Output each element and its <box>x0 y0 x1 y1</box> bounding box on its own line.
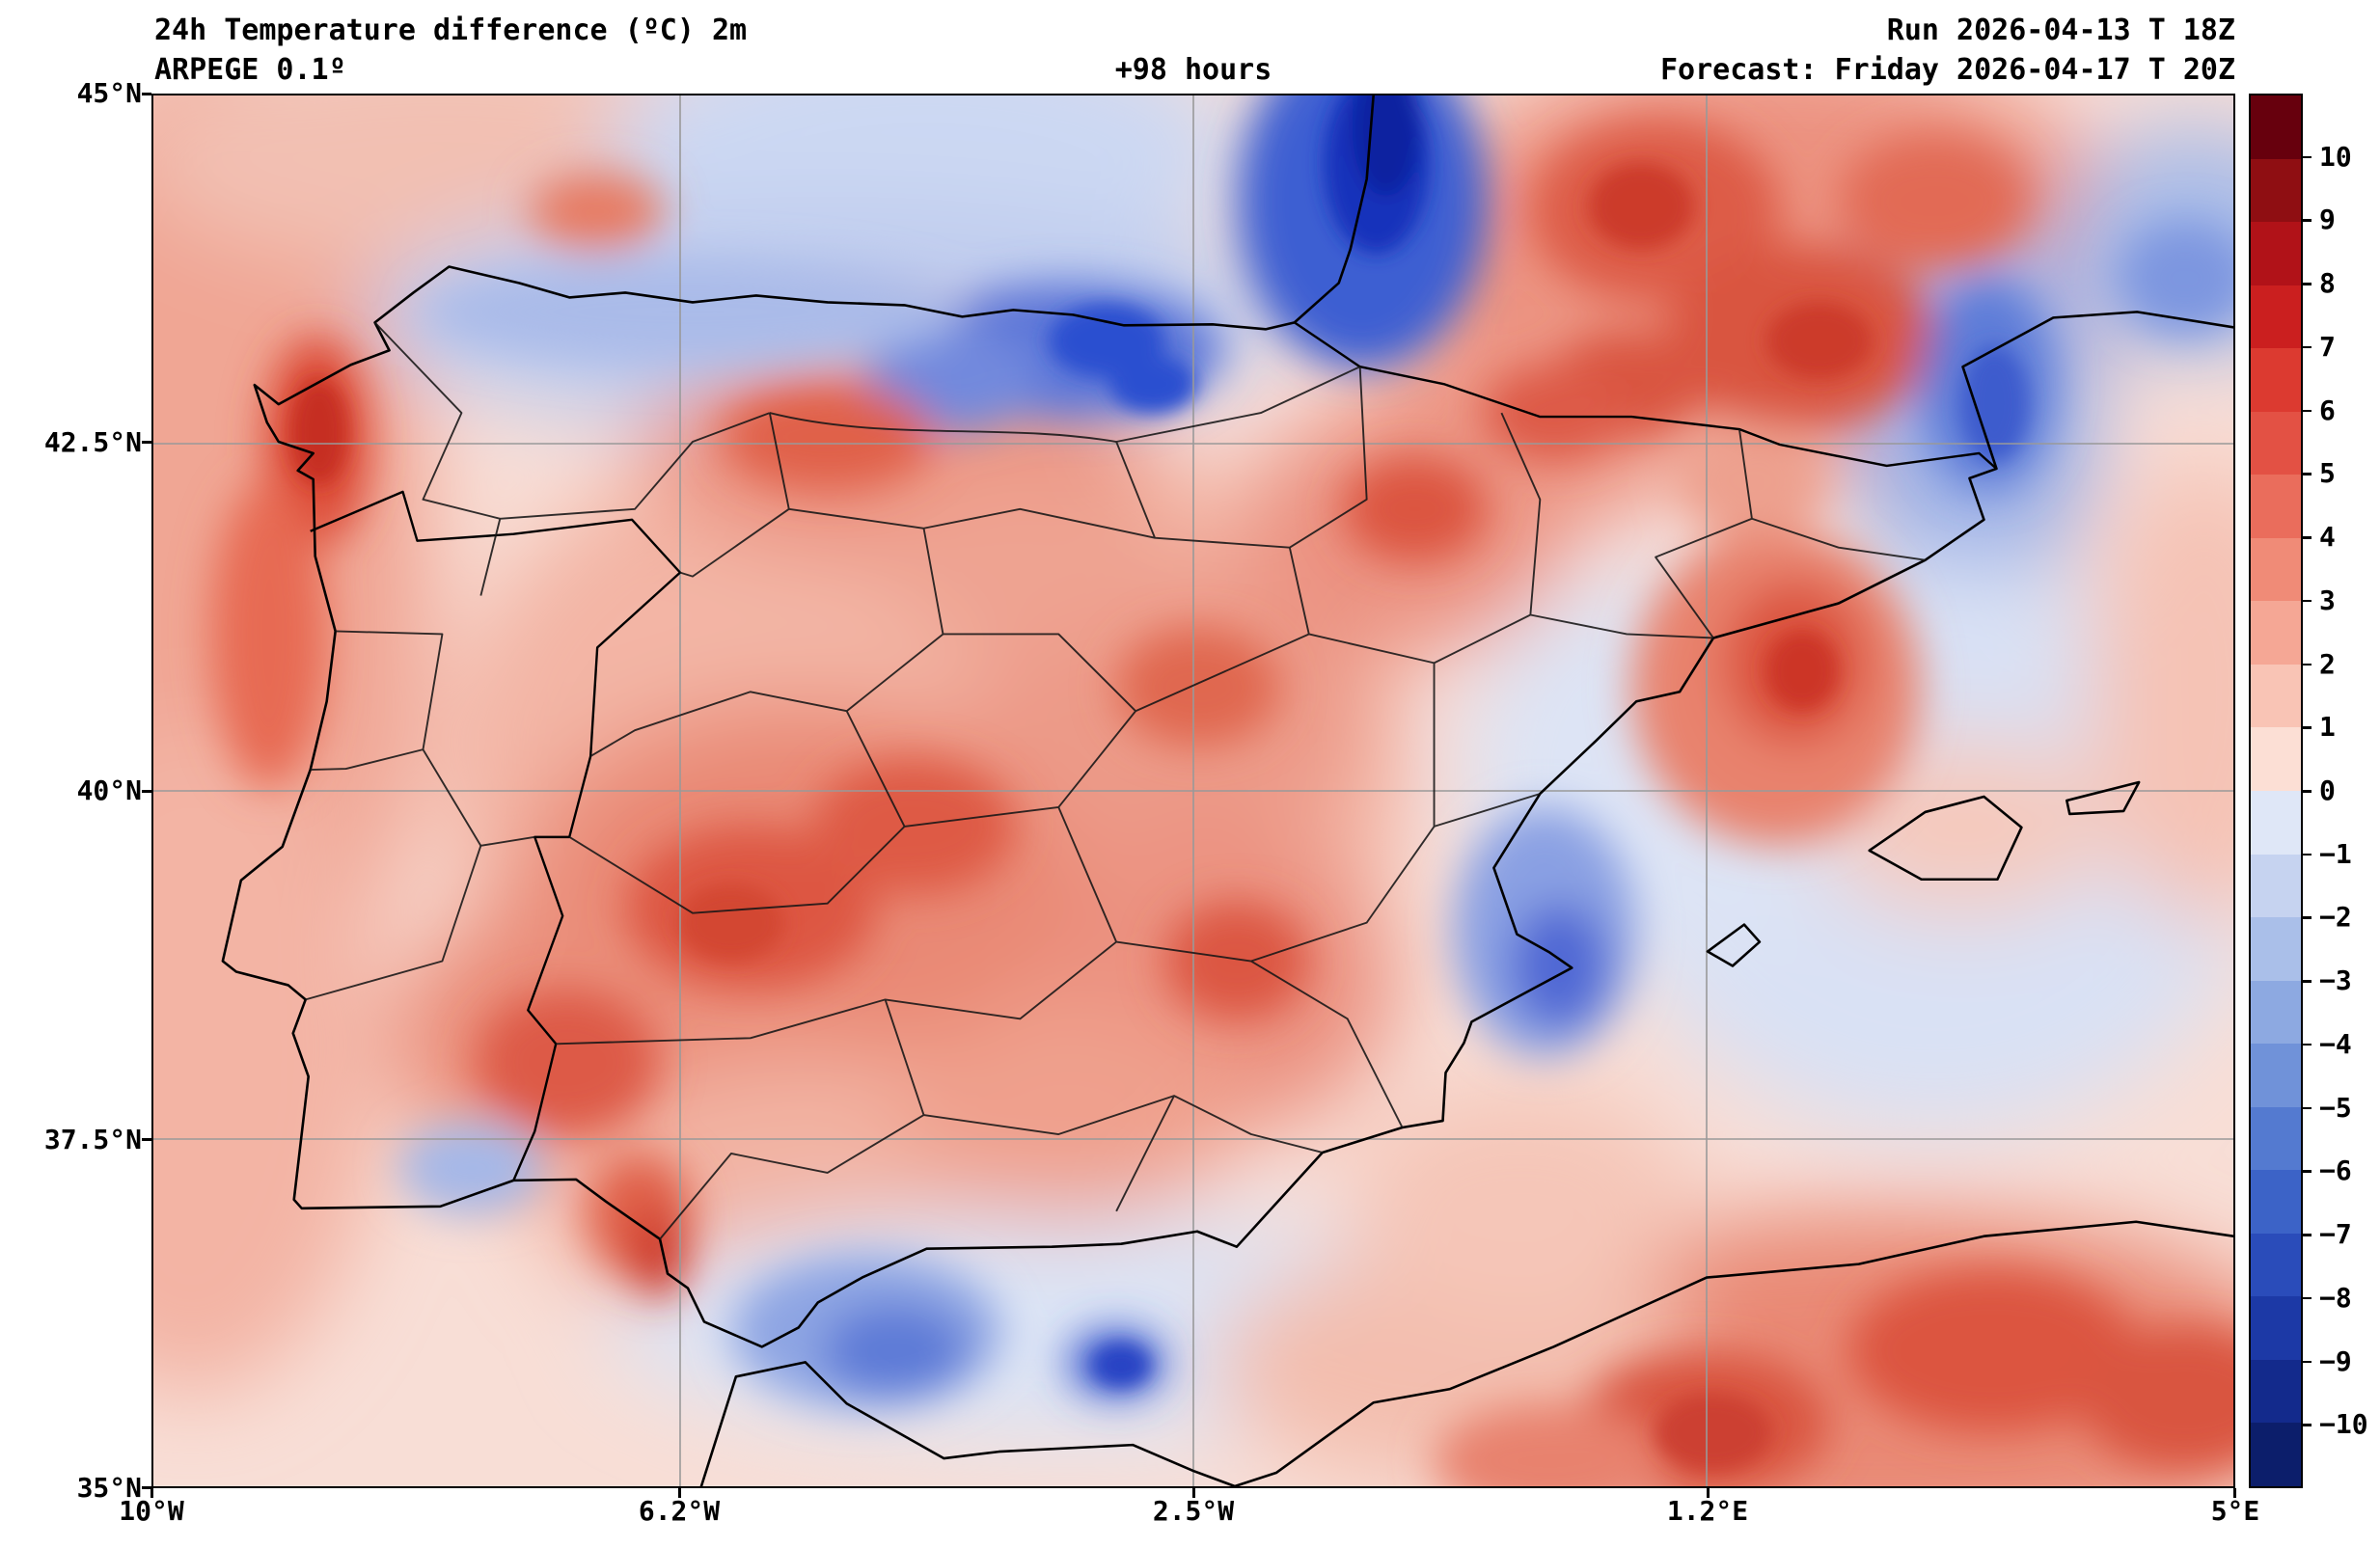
lon-tick-6-2W: 6.2°W <box>638 1495 721 1527</box>
colorbar-segment <box>2251 1106 2301 1171</box>
run-label: Run 2026-04-13 T 18Z <box>1886 14 2235 47</box>
colorbar-tick-mark <box>2303 1043 2312 1046</box>
province-boundaries <box>305 321 1926 1240</box>
colorbar-tick-mark <box>2303 1360 2312 1364</box>
lon-tick-5E: 5°E <box>2210 1495 2260 1527</box>
colorbar-tick-label: −1 <box>2319 837 2352 870</box>
lat-tick-45N: 45°N <box>76 77 142 109</box>
colorbar-segment <box>2251 727 2301 792</box>
colorbar-segment <box>2251 791 2301 855</box>
lat-tickmark <box>142 1486 151 1489</box>
colorbar-tick-mark <box>2303 473 2312 475</box>
colorbar-segment <box>2251 854 2301 918</box>
lat-tick-42-5N: 42.5°N <box>43 426 142 458</box>
colorbar-segment <box>2251 1044 2301 1107</box>
lon-tickmark <box>150 1488 153 1498</box>
colorbar-tick-label: −4 <box>2319 1027 2352 1060</box>
colorbar-segment <box>2251 1359 2301 1424</box>
colorbar-tick-mark <box>2303 219 2312 222</box>
colorbar-segment <box>2251 348 2301 412</box>
lat-tick-37-5N: 37.5°N <box>43 1124 142 1155</box>
lon-tickmark <box>678 1488 681 1498</box>
colorbar-segment <box>2251 1170 2301 1234</box>
colorbar-tick-label: 7 <box>2319 330 2336 363</box>
colorbar-tick-label: −9 <box>2319 1344 2352 1377</box>
colorbar-tick-label: −5 <box>2319 1091 2352 1124</box>
lat-tick-35N: 35°N <box>76 1472 142 1504</box>
lat-tickmark <box>142 441 151 444</box>
colorbar-tick-label: 9 <box>2319 204 2336 236</box>
colorbar-tick-mark <box>2303 726 2312 729</box>
colorbar-tick-label: −10 <box>2319 1408 2368 1441</box>
forecast-label: Forecast: Friday 2026-04-17 T 20Z <box>1659 53 2235 87</box>
map-canvas <box>153 95 2233 1486</box>
lon-tick-1-2E: 1.2°E <box>1666 1495 1749 1527</box>
lon-tickmark <box>2233 1488 2236 1498</box>
lon-tick-10W: 10°W <box>119 1495 184 1527</box>
map-plot-area <box>151 94 2235 1488</box>
model-label: ARPEGE 0.1º <box>154 53 346 87</box>
colorbar-segment <box>2251 285 2301 349</box>
colorbar-tick-mark <box>2303 1234 2312 1236</box>
colorbar-segment <box>2251 1423 2301 1487</box>
colorbar-tick-label: −7 <box>2319 1218 2352 1251</box>
colorbar-tick-label: 5 <box>2319 457 2336 490</box>
coastline <box>221 95 2233 1486</box>
colorbar-tick-mark <box>2303 409 2312 413</box>
colorbar-tick-label: 4 <box>2319 521 2336 554</box>
colorbar-tick-mark <box>2303 1170 2312 1173</box>
colorbar-segment <box>2251 917 2301 981</box>
colorbar-tick-label: 10 <box>2319 140 2352 173</box>
colorbar-tick-mark <box>2303 345 2312 349</box>
colorbar-tick-mark <box>2303 980 2312 983</box>
colorbar-segment <box>2251 537 2301 602</box>
lead-time-label: +98 hours <box>1114 53 1272 87</box>
colorbar-segment <box>2251 1233 2301 1297</box>
colorbar-tick-mark <box>2303 663 2312 666</box>
colorbar-tick-label: 3 <box>2319 584 2336 616</box>
lon-tickmark <box>1707 1488 1710 1498</box>
colorbar-segment <box>2251 980 2301 1045</box>
colorbar-tick-label: 8 <box>2319 267 2336 300</box>
colorbar-tick-mark <box>2303 790 2312 793</box>
colorbar-tick-mark <box>2303 916 2312 919</box>
lon-tick-2-5W: 2.5°W <box>1152 1495 1235 1527</box>
colorbar-segment <box>2251 1296 2301 1360</box>
colorbar-tick-mark <box>2303 853 2312 856</box>
colorbar-tick-mark <box>2303 536 2312 539</box>
colorbar-tick-mark <box>2303 155 2312 159</box>
colorbar-segment <box>2251 664 2301 728</box>
lat-tickmark <box>142 1138 151 1141</box>
colorbar-tick-label: −3 <box>2319 964 2352 997</box>
graticule-gridlines <box>153 95 2233 1486</box>
national-borders <box>310 321 1998 1181</box>
page-title: 24h Temperature difference (ºC) 2m <box>154 14 748 47</box>
colorbar-segment <box>2251 158 2301 223</box>
lat-tickmark <box>142 93 151 95</box>
lon-tickmark <box>1192 1488 1195 1498</box>
colorbar-tick-mark <box>2303 1424 2312 1426</box>
colorbar-segment <box>2251 601 2301 665</box>
colorbar-tick-label: −6 <box>2319 1154 2352 1187</box>
temperature-field <box>153 95 2233 1486</box>
colorbar-tick-label: 6 <box>2319 394 2336 426</box>
colorbar-tick-label: 2 <box>2319 647 2336 680</box>
colorbar-tick-mark <box>2303 1296 2312 1300</box>
lat-tickmark <box>142 790 151 793</box>
colorbar-segment <box>2251 475 2301 538</box>
colorbar-tick-label: 0 <box>2319 774 2336 806</box>
colorbar-segment <box>2251 95 2301 159</box>
lat-tick-40N: 40°N <box>76 774 142 806</box>
colorbar-tick-label: −2 <box>2319 901 2352 934</box>
colorbar <box>2249 94 2303 1488</box>
colorbar-tick-mark <box>2303 1106 2312 1110</box>
colorbar-segment <box>2251 222 2301 285</box>
colorbar-tick-label: −8 <box>2319 1281 2352 1314</box>
colorbar-tick-label: 1 <box>2319 711 2336 744</box>
colorbar-segment <box>2251 411 2301 475</box>
colorbar-tick-mark <box>2303 599 2312 603</box>
colorbar-tick-mark <box>2303 283 2312 285</box>
